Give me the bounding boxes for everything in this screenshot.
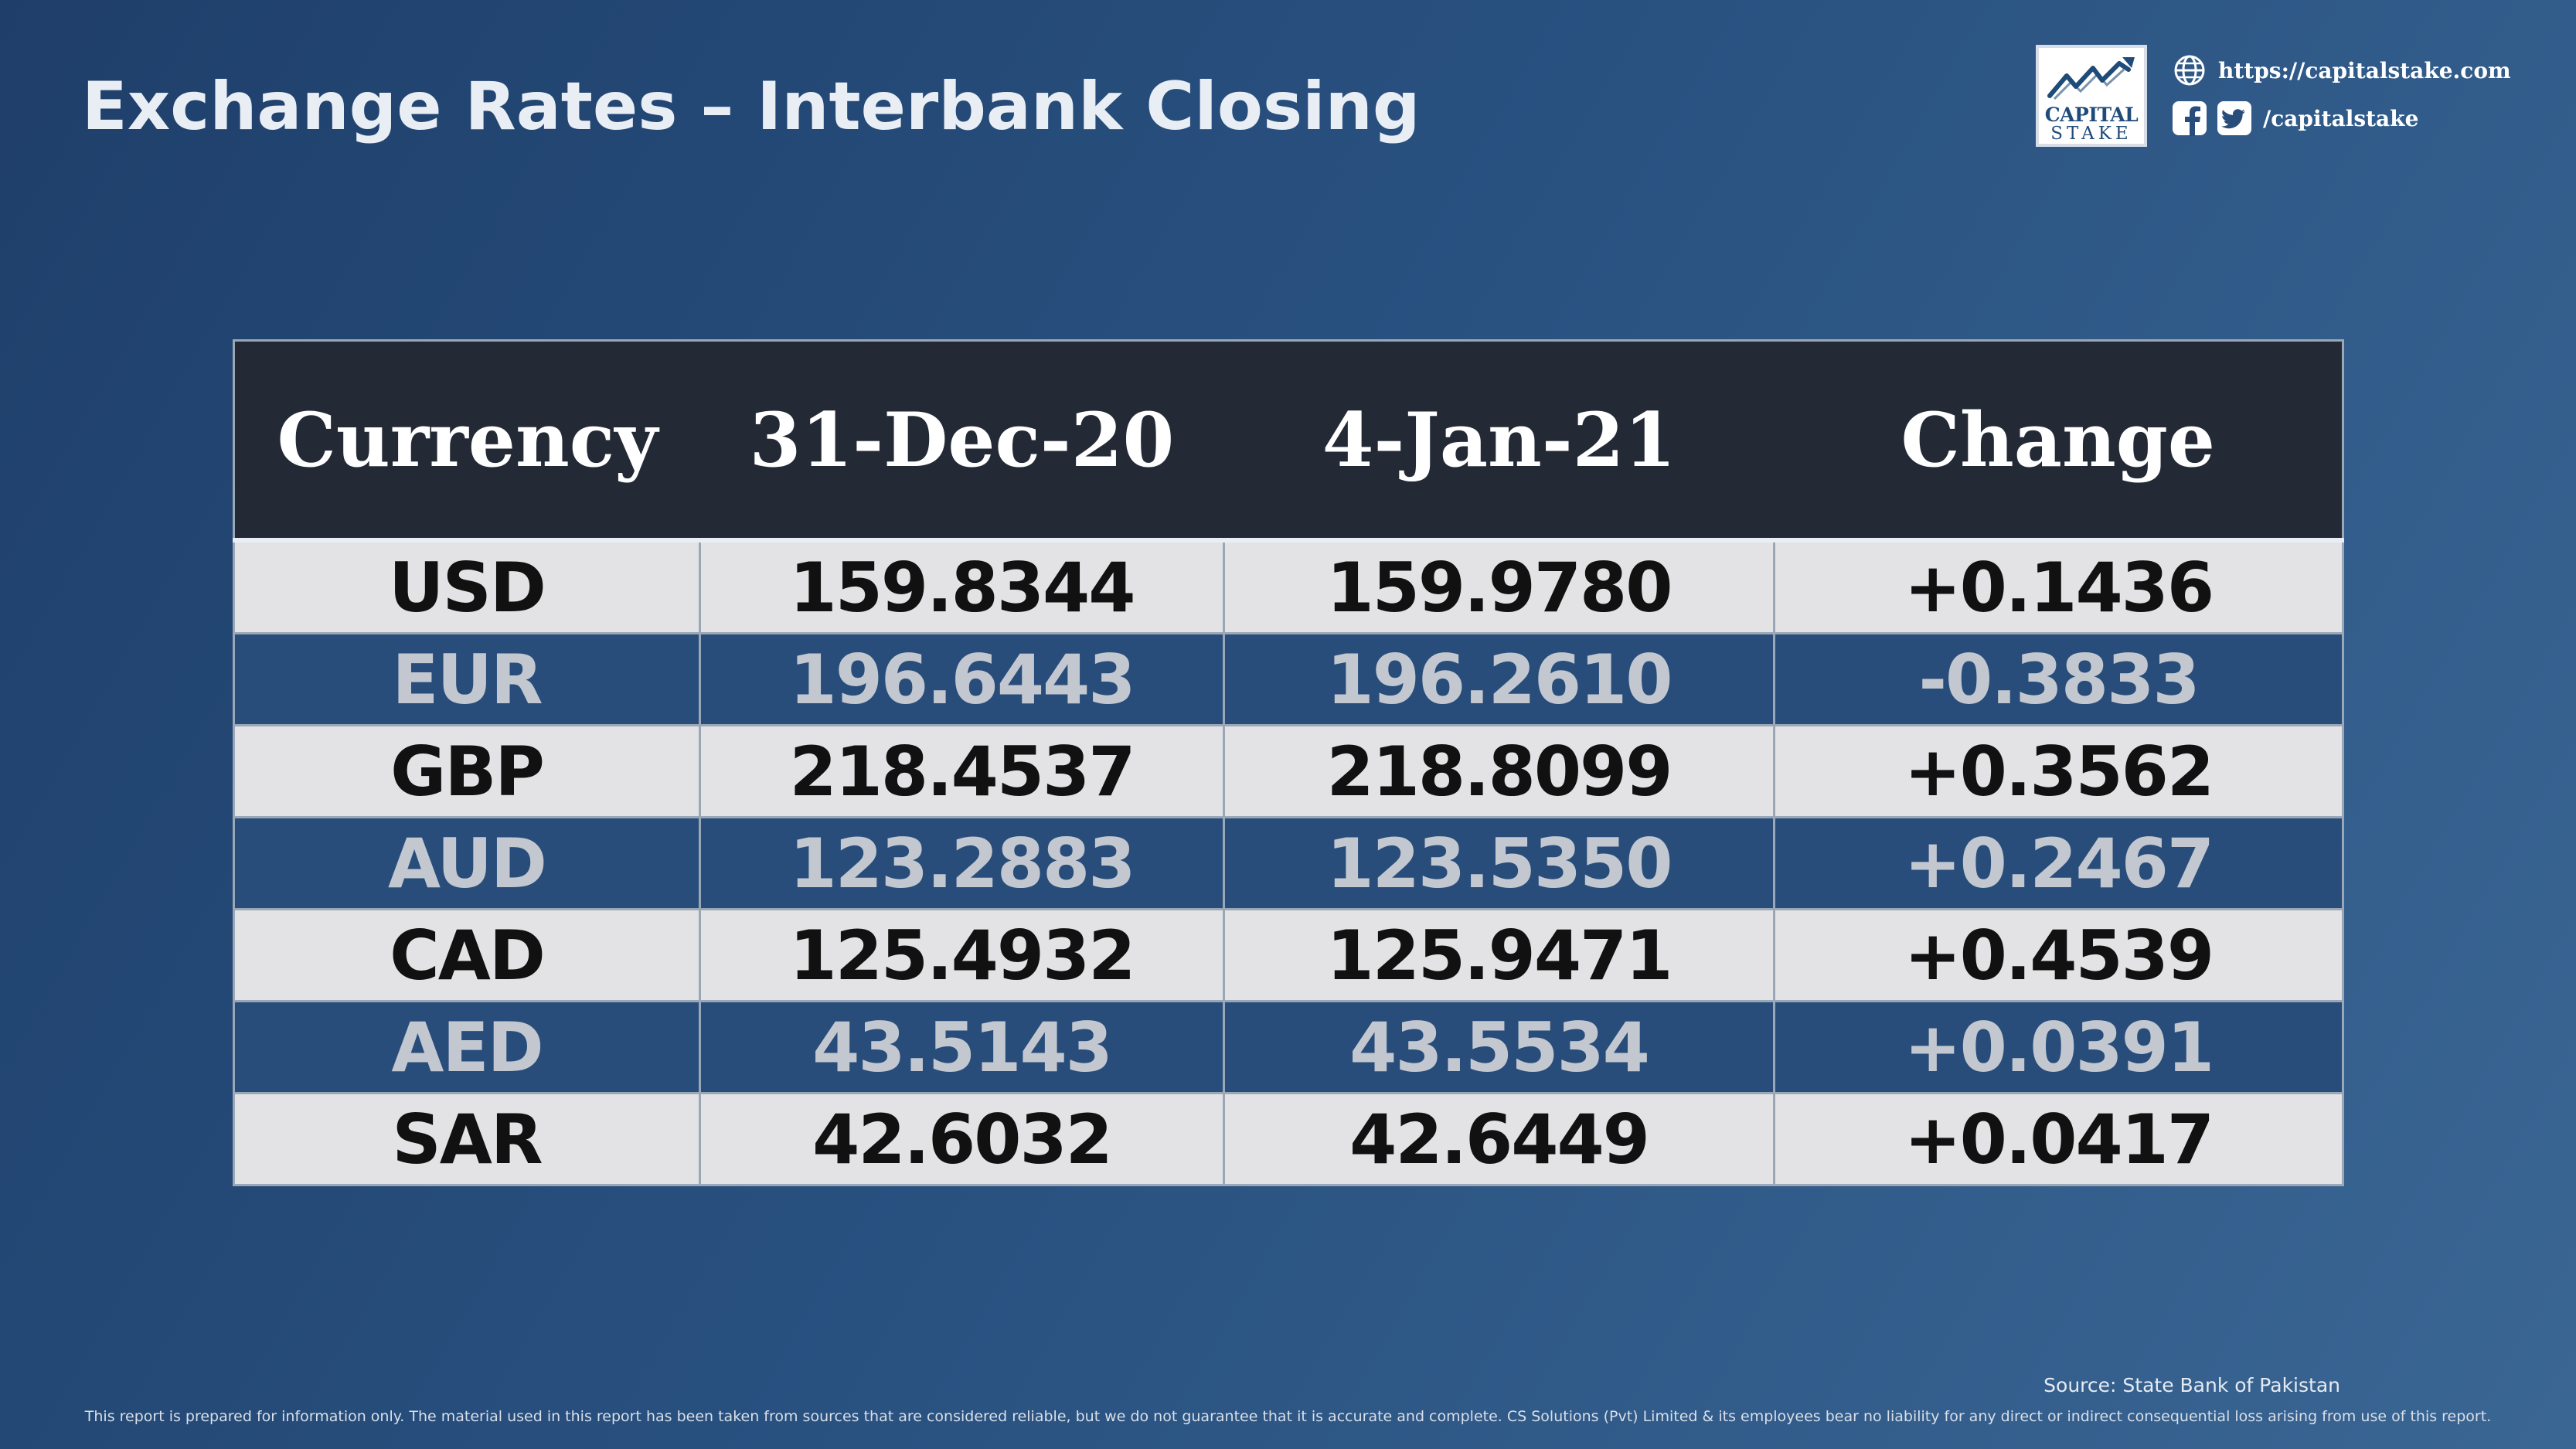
globe-icon bbox=[2172, 53, 2207, 88]
header-change: Change bbox=[1774, 340, 2343, 543]
table-row: AED 43.5143 43.5534 +0.0391 bbox=[233, 1000, 2343, 1094]
rate-cell-date-2: 125.9471 bbox=[1223, 908, 1775, 1002]
website-link[interactable]: https://capitalstake.com bbox=[2218, 57, 2511, 83]
social-handle[interactable]: /capitalstake bbox=[2263, 105, 2419, 131]
rate-cell-date-2: 42.6449 bbox=[1223, 1092, 1775, 1185]
twitter-icon[interactable] bbox=[2217, 100, 2252, 136]
change-cell: +0.0391 bbox=[1773, 1000, 2343, 1094]
currency-cell: AED bbox=[233, 1000, 700, 1094]
currency-cell: USD bbox=[233, 539, 700, 634]
logo-text-stake: STAKE bbox=[2050, 124, 2132, 144]
change-cell: +0.3562 bbox=[1773, 724, 2343, 818]
source-note: Source: State Bank of Pakistan bbox=[2043, 1374, 2340, 1396]
rate-cell-date-1: 125.4932 bbox=[699, 908, 1224, 1002]
rate-cell-date-2: 196.2610 bbox=[1223, 632, 1775, 726]
table-row: EUR 196.6443 196.2610 -0.3833 bbox=[233, 632, 2343, 726]
rate-cell-date-2: 43.5534 bbox=[1223, 1000, 1775, 1094]
currency-cell: EUR bbox=[233, 632, 700, 726]
table-row: CAD 125.4932 125.9471 +0.4539 bbox=[233, 908, 2343, 1002]
table-header-row: Currency 31-Dec-20 4-Jan-21 Change bbox=[233, 340, 2343, 543]
rate-cell-date-1: 42.6032 bbox=[699, 1092, 1224, 1185]
currency-cell: CAD bbox=[233, 908, 700, 1002]
currency-cell: SAR bbox=[233, 1092, 700, 1185]
change-cell: +0.1436 bbox=[1773, 539, 2343, 634]
disclaimer-text: This report is prepared for information … bbox=[84, 1408, 2492, 1425]
table-row: GBP 218.4537 218.8099 +0.3562 bbox=[233, 724, 2343, 818]
currency-cell: GBP bbox=[233, 724, 700, 818]
rate-cell-date-1: 159.8344 bbox=[699, 539, 1224, 634]
rate-cell-date-1: 43.5143 bbox=[699, 1000, 1224, 1094]
rate-cell-date-1: 123.2883 bbox=[699, 816, 1224, 910]
rate-cell-date-1: 218.4537 bbox=[699, 724, 1224, 818]
capital-stake-logo[interactable]: CAPITAL STAKE bbox=[2036, 45, 2147, 147]
table-row: SAR 42.6032 42.6449 +0.0417 bbox=[233, 1092, 2343, 1185]
header-currency: Currency bbox=[233, 340, 700, 543]
facebook-icon[interactable] bbox=[2172, 100, 2207, 136]
brand-block: CAPITAL STAKE https://capitalstake.com bbox=[2036, 45, 2546, 153]
rate-cell-date-2: 123.5350 bbox=[1223, 816, 1775, 910]
exchange-rates-table: Currency 31-Dec-20 4-Jan-21 Change USD 1… bbox=[233, 339, 2344, 1186]
change-cell: -0.3833 bbox=[1773, 632, 2343, 726]
table-row: USD 159.8344 159.9780 +0.1436 bbox=[233, 539, 2343, 634]
chart-trend-icon bbox=[2047, 57, 2135, 100]
social-row[interactable]: /capitalstake bbox=[2172, 100, 2418, 136]
currency-cell: AUD bbox=[233, 816, 700, 910]
rate-cell-date-2: 159.9780 bbox=[1223, 539, 1775, 634]
rate-cell-date-2: 218.8099 bbox=[1223, 724, 1775, 818]
header-date-1: 31-Dec-20 bbox=[699, 340, 1224, 543]
page-title: Exchange Rates – Interbank Closing bbox=[82, 68, 1421, 145]
header-date-2: 4-Jan-21 bbox=[1223, 340, 1775, 543]
website-row[interactable]: https://capitalstake.com bbox=[2172, 53, 2511, 88]
rate-cell-date-1: 196.6443 bbox=[699, 632, 1224, 726]
table-row: AUD 123.2883 123.5350 +0.2467 bbox=[233, 816, 2343, 910]
change-cell: +0.0417 bbox=[1773, 1092, 2343, 1185]
logo-text-capital: CAPITAL bbox=[2044, 104, 2139, 126]
change-cell: +0.4539 bbox=[1773, 908, 2343, 1002]
change-cell: +0.2467 bbox=[1773, 816, 2343, 910]
